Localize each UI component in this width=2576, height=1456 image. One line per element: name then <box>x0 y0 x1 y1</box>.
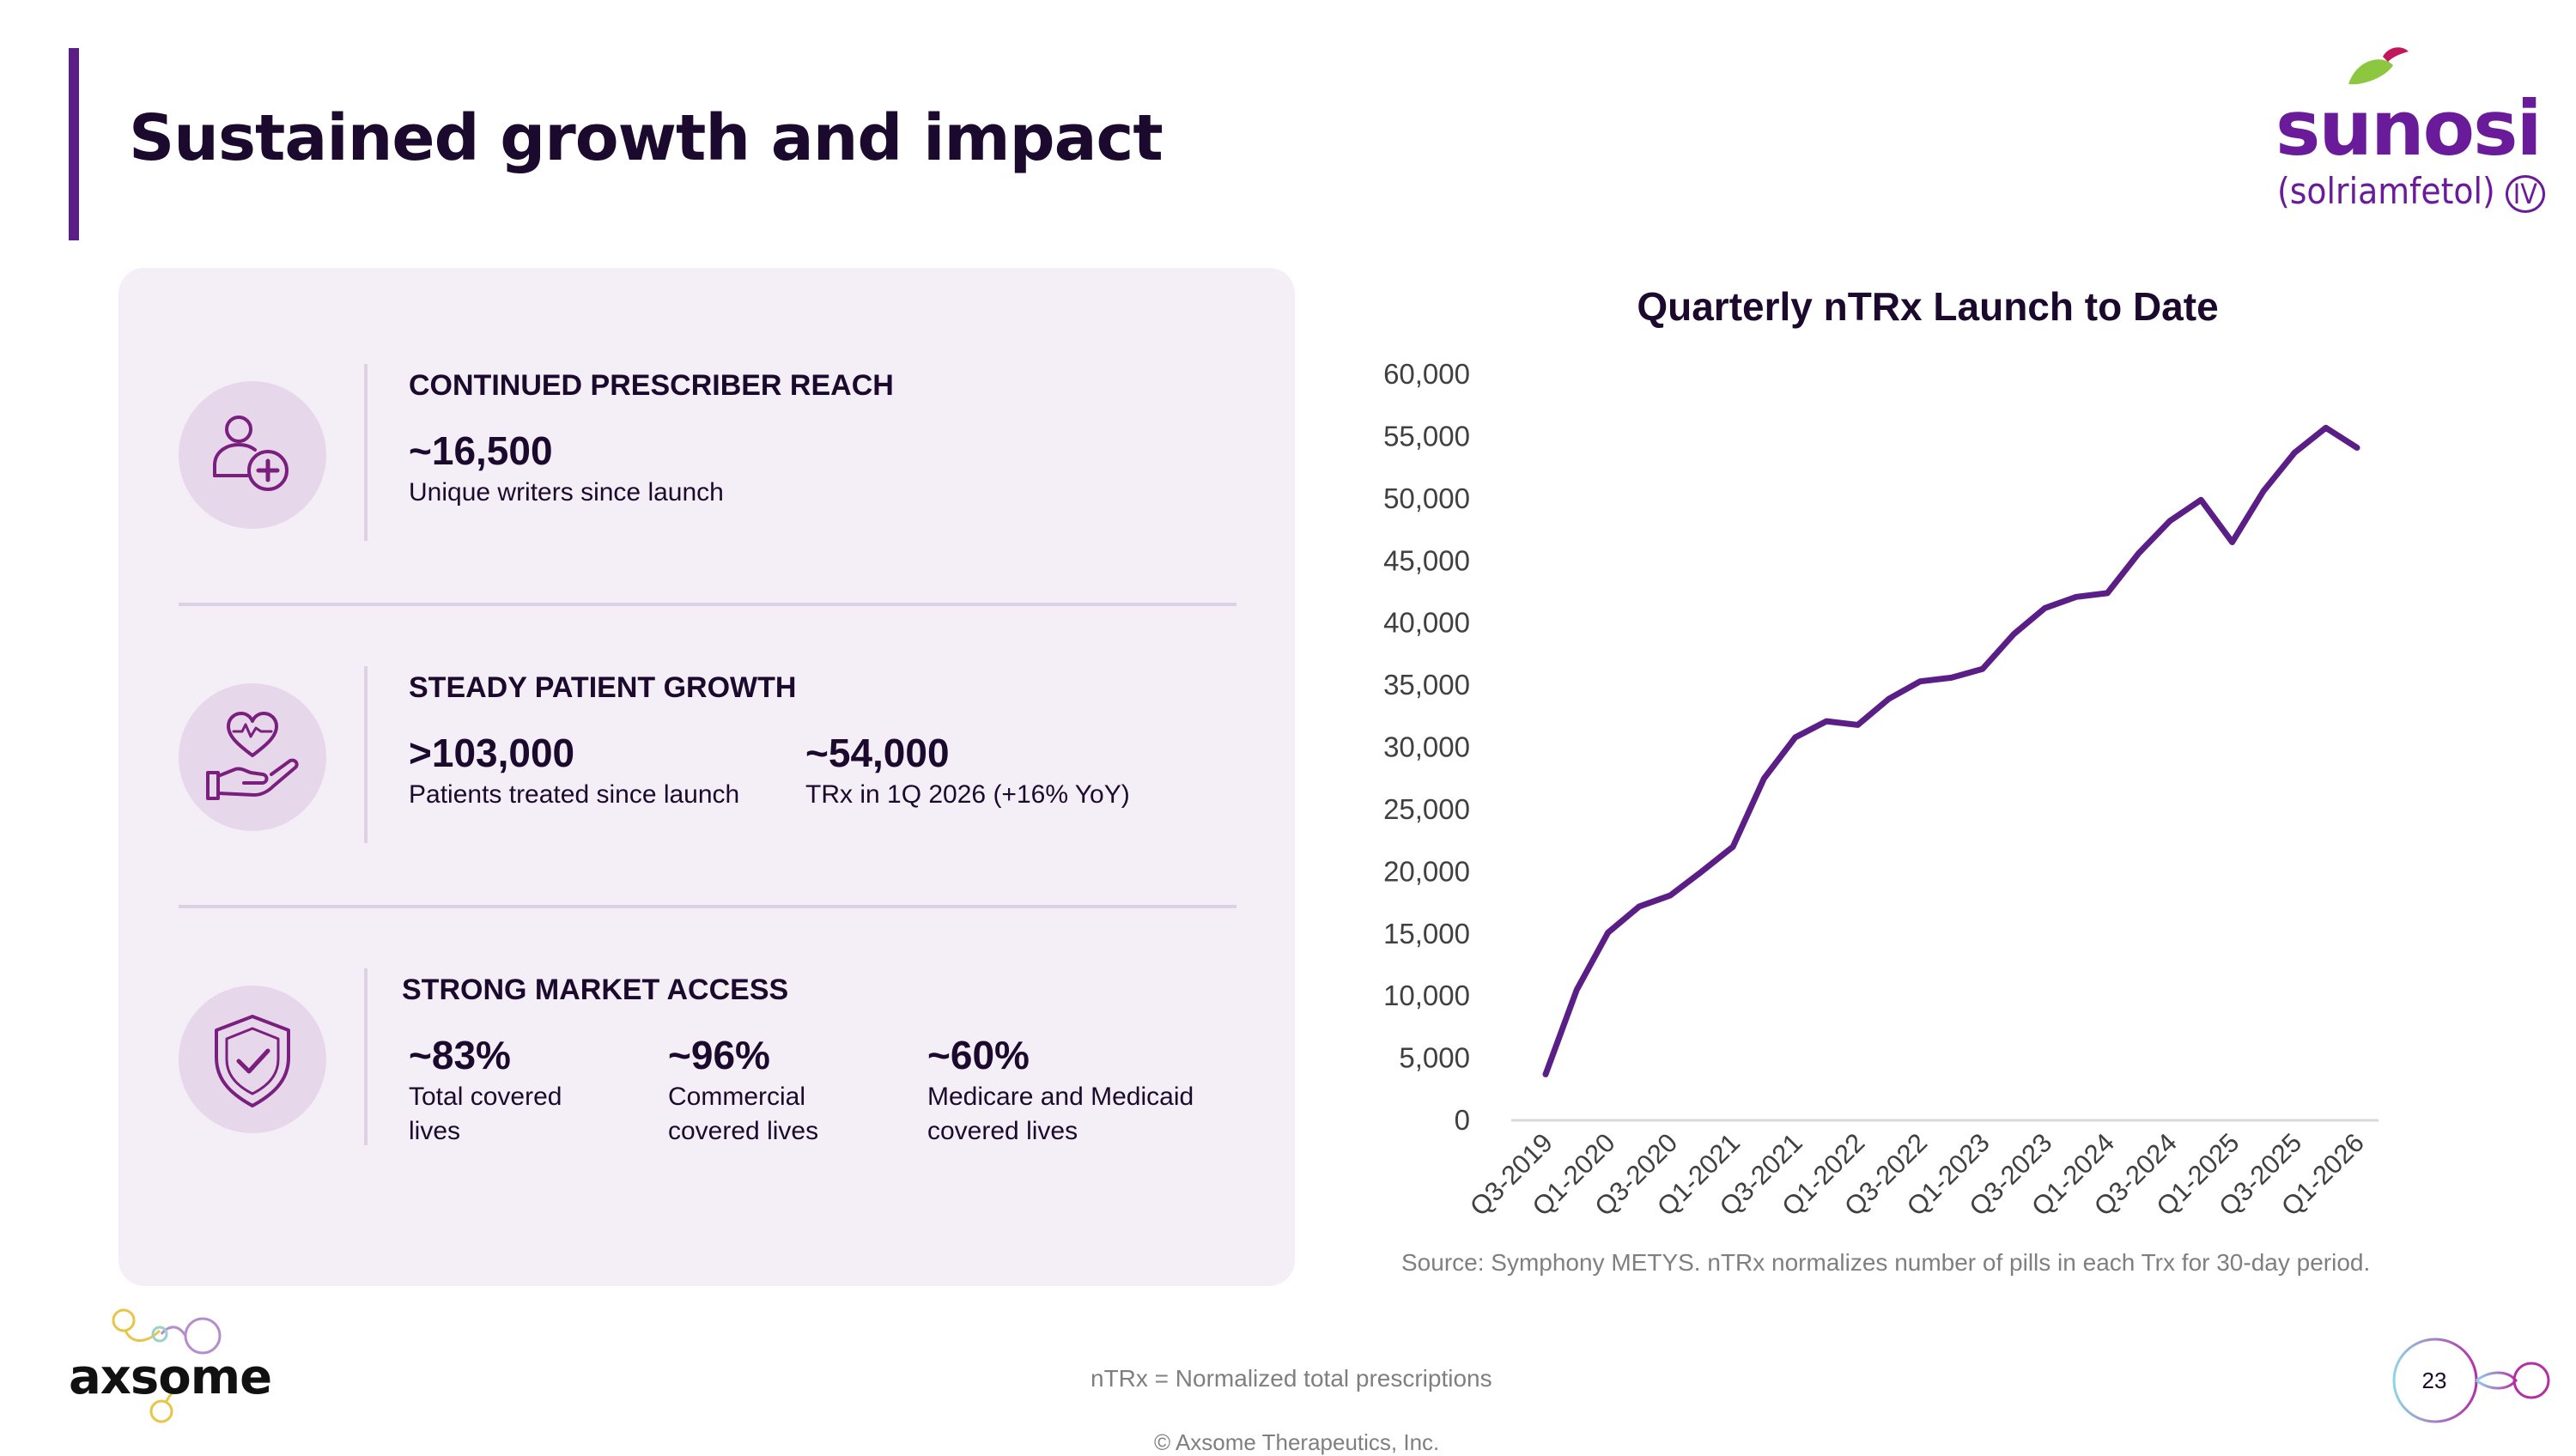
section-icon-circle <box>179 381 326 529</box>
data-point <box>2012 633 2015 636</box>
brand-name: sunosi <box>2275 84 2543 173</box>
section-heading: CONTINUED PRESCRIBER REACH <box>409 369 894 402</box>
y-tick-label: 20,000 <box>1383 855 1470 887</box>
data-point <box>2075 595 2078 598</box>
data-point <box>1731 845 1735 848</box>
data-point <box>1700 870 1704 873</box>
brand-mark: IV <box>2505 175 2545 213</box>
y-tick-label: 40,000 <box>1383 607 1470 639</box>
title-accent-bar <box>69 48 79 240</box>
stat-value: >103,000 <box>409 731 575 775</box>
data-point <box>2137 552 2141 555</box>
y-tick-label: 50,000 <box>1383 482 1470 514</box>
prescriber-plus-icon <box>213 416 289 491</box>
stat-description: Patients treated since launch <box>409 780 740 809</box>
data-point <box>1762 777 1765 780</box>
data-point <box>1544 1072 1547 1076</box>
highlights-panel: CONTINUED PRESCRIBER REACH ~16,500 Uniqu… <box>118 268 1295 1286</box>
data-point <box>2324 426 2328 429</box>
stat-value: ~16,500 <box>409 428 553 473</box>
data-point <box>1887 697 1891 701</box>
sunosi-logo: sunosi (solriamfetol) IV <box>2258 41 2545 213</box>
stat-value: ~54,000 <box>805 731 950 775</box>
y-tick-label: 15,000 <box>1383 918 1470 949</box>
section-divider-line <box>364 364 368 541</box>
stat-description: Commercial covered lives <box>668 1083 819 1145</box>
chart-title: Quarterly nTRx Launch to Date <box>1637 284 2219 329</box>
slide-title: Sustained growth and impact <box>129 101 1163 175</box>
data-point <box>1637 905 1641 908</box>
shield-check-icon <box>215 1015 290 1107</box>
y-tick-label: 5,000 <box>1399 1042 1470 1074</box>
copyright: © Axsome Therapeutics, Inc. <box>1154 1429 1440 1455</box>
data-point <box>2044 606 2047 610</box>
heart-hand-icon <box>206 712 299 800</box>
data-point <box>1825 719 1828 723</box>
nTRx-line-chart: 0 5,000 10,000 15,000 20,000 25,000 30,000 35,0… <box>1383 358 2379 1222</box>
y-tick-label: 30,000 <box>1383 731 1470 763</box>
data-point <box>2105 592 2109 595</box>
section-divider-line <box>364 666 368 843</box>
y-tick-label: 0 <box>1455 1104 1470 1136</box>
section-icon-circle <box>179 683 326 831</box>
footnote: nTRx = Normalized total prescriptions <box>1091 1365 1492 1392</box>
y-tick-label: 10,000 <box>1383 980 1470 1011</box>
stat-description: Medicare and Medicaid covered lives <box>927 1083 1194 1145</box>
stat-description: TRx in 1Q 2026 (+16% YoY) <box>805 780 1130 809</box>
page-number-badge <box>2392 1338 2550 1423</box>
page-number: 23 <box>2421 1368 2447 1393</box>
section-divider-line <box>364 968 368 1145</box>
section-icon-circle <box>179 986 326 1133</box>
chart-source: Source: Symphony METYS. nTRx normalizes … <box>1401 1249 2371 1276</box>
y-tick-label: 25,000 <box>1383 793 1470 825</box>
axsome-swirl-icon <box>112 1308 222 1423</box>
stat-value: ~96% <box>668 1033 770 1077</box>
stat-description: Unique writers since launch <box>409 478 724 507</box>
y-tick-label: 60,000 <box>1383 358 1470 390</box>
data-point <box>1950 676 1953 679</box>
data-point <box>2168 519 2172 523</box>
data-point <box>2293 451 2296 454</box>
y-tick-label: 35,000 <box>1383 669 1470 701</box>
bird-logo-icon <box>2348 47 2409 85</box>
data-point <box>2231 541 2234 544</box>
data-point <box>1668 894 1672 897</box>
y-tick-label: 45,000 <box>1383 544 1470 576</box>
data-point <box>1918 680 1922 683</box>
data-point <box>1794 736 1797 739</box>
section-heading: STRONG MARKET ACCESS <box>402 974 789 1006</box>
stat-value: ~60% <box>927 1033 1030 1077</box>
data-point <box>1607 931 1610 934</box>
data-point <box>2355 446 2359 449</box>
section-separator <box>179 603 1236 606</box>
company-name: axsome <box>69 1350 272 1405</box>
y-tick-label: 55,000 <box>1383 420 1470 452</box>
series-line <box>1542 424 2360 1077</box>
data-point <box>2199 498 2202 501</box>
data-point <box>1856 723 1859 726</box>
axsome-logo: axsome <box>65 1305 272 1438</box>
section-separator <box>179 905 1236 908</box>
data-point <box>2262 489 2265 493</box>
section-heading: STEADY PATIENT GROWTH <box>409 671 797 704</box>
stat-value: ~83% <box>409 1033 511 1077</box>
data-point <box>1575 988 1578 992</box>
data-point <box>1981 667 1984 670</box>
stat-description: Total covered lives <box>409 1083 562 1145</box>
brand-generic-name: (solriamfetol) IV <box>2277 170 2545 213</box>
